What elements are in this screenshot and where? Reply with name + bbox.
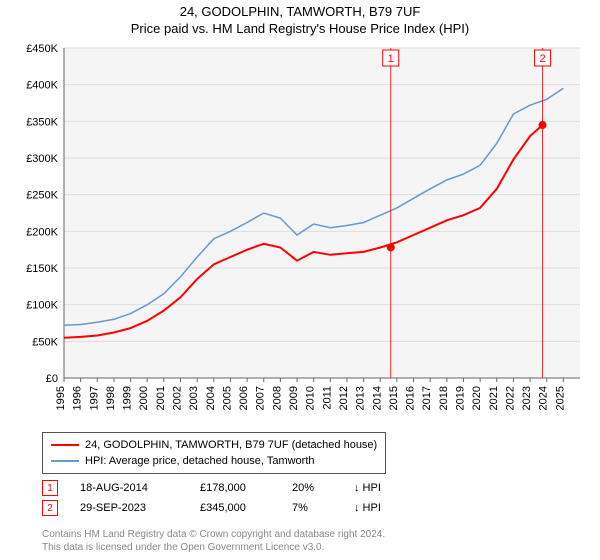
legend-row-hpi: HPI: Average price, detached house, Tamw… bbox=[51, 453, 377, 469]
svg-text:2015: 2015 bbox=[388, 386, 400, 410]
marker-badge-1: 1 bbox=[42, 480, 58, 496]
svg-text:1998: 1998 bbox=[105, 386, 117, 410]
svg-text:£200K: £200K bbox=[26, 226, 58, 238]
svg-text:2006: 2006 bbox=[238, 386, 250, 410]
svg-text:1997: 1997 bbox=[88, 386, 100, 410]
footer-line2: This data is licensed under the Open Gov… bbox=[42, 542, 385, 555]
marker-date-2: 29-SEP-2023 bbox=[80, 502, 200, 514]
svg-text:£300K: £300K bbox=[26, 153, 58, 165]
svg-text:2012: 2012 bbox=[338, 386, 350, 410]
chart-svg: £0 £50K £100K £150K £200K £250K £300K £350K £400… bbox=[12, 42, 588, 422]
svg-text:2011: 2011 bbox=[321, 386, 333, 410]
legend-row-property: 24, GODOLPHIN, TAMWORTH, B79 7UF (detach… bbox=[51, 437, 377, 453]
svg-text:£0: £0 bbox=[46, 373, 58, 385]
svg-text:2: 2 bbox=[539, 53, 545, 65]
svg-text:2008: 2008 bbox=[271, 386, 283, 410]
svg-text:2018: 2018 bbox=[438, 386, 450, 410]
svg-text:£50K: £50K bbox=[32, 336, 58, 348]
svg-text:1995: 1995 bbox=[55, 386, 67, 410]
svg-text:2025: 2025 bbox=[554, 386, 566, 410]
svg-text:£250K: £250K bbox=[26, 190, 58, 202]
legend-label-hpi: HPI: Average price, detached house, Tamw… bbox=[85, 455, 315, 467]
page-title-line2: Price paid vs. HM Land Registry's House … bbox=[0, 19, 600, 36]
price-chart: £0 £50K £100K £150K £200K £250K £300K £350K £400… bbox=[12, 42, 588, 422]
svg-text:£150K: £150K bbox=[26, 263, 58, 275]
svg-text:2005: 2005 bbox=[221, 386, 233, 410]
svg-text:1999: 1999 bbox=[122, 386, 134, 410]
page-title-line1: 24, GODOLPHIN, TAMWORTH, B79 7UF bbox=[0, 0, 600, 19]
svg-text:2021: 2021 bbox=[488, 386, 500, 410]
svg-text:£400K: £400K bbox=[26, 80, 58, 92]
footer-line1: Contains HM Land Registry data © Crown c… bbox=[42, 529, 385, 542]
marker-price-2: £345,000 bbox=[200, 502, 292, 514]
svg-text:2002: 2002 bbox=[172, 386, 184, 410]
svg-text:2024: 2024 bbox=[538, 386, 550, 410]
marker-rel-1: ↓ HPI bbox=[354, 482, 381, 494]
svg-text:2017: 2017 bbox=[421, 386, 433, 410]
svg-text:£100K: £100K bbox=[26, 300, 58, 312]
marker-badge-2: 2 bbox=[42, 500, 58, 516]
svg-text:2001: 2001 bbox=[155, 386, 167, 410]
marker-pct-2: 7% bbox=[292, 502, 354, 514]
svg-text:£350K: £350K bbox=[26, 116, 58, 128]
svg-text:2007: 2007 bbox=[255, 386, 267, 410]
svg-text:2020: 2020 bbox=[471, 386, 483, 410]
marker-rel-2: ↓ HPI bbox=[354, 502, 381, 514]
svg-text:2013: 2013 bbox=[355, 386, 367, 410]
svg-text:2000: 2000 bbox=[138, 386, 150, 410]
svg-text:2016: 2016 bbox=[405, 386, 417, 410]
marker-row-2: 2 29-SEP-2023 £345,000 7% ↓ HPI bbox=[42, 498, 381, 518]
marker-date-1: 18-AUG-2014 bbox=[80, 482, 200, 494]
svg-text:2022: 2022 bbox=[504, 386, 516, 410]
svg-text:2004: 2004 bbox=[205, 386, 217, 410]
svg-text:1: 1 bbox=[388, 53, 394, 65]
legend-swatch-property bbox=[51, 444, 79, 446]
footer: Contains HM Land Registry data © Crown c… bbox=[42, 529, 385, 554]
marker-row-1: 1 18-AUG-2014 £178,000 20% ↓ HPI bbox=[42, 478, 381, 498]
marker-table: 1 18-AUG-2014 £178,000 20% ↓ HPI 2 29-SE… bbox=[42, 478, 381, 518]
legend: 24, GODOLPHIN, TAMWORTH, B79 7UF (detach… bbox=[42, 432, 386, 474]
svg-text:2003: 2003 bbox=[188, 386, 200, 410]
svg-text:2010: 2010 bbox=[305, 386, 317, 410]
svg-text:2019: 2019 bbox=[454, 386, 466, 410]
svg-text:2023: 2023 bbox=[521, 386, 533, 410]
legend-label-property: 24, GODOLPHIN, TAMWORTH, B79 7UF (detach… bbox=[85, 439, 377, 451]
svg-text:1996: 1996 bbox=[72, 386, 84, 410]
svg-text:2014: 2014 bbox=[371, 386, 383, 410]
legend-swatch-hpi bbox=[51, 460, 79, 462]
marker-price-1: £178,000 bbox=[200, 482, 292, 494]
svg-text:£450K: £450K bbox=[26, 43, 58, 55]
marker-pct-1: 20% bbox=[292, 482, 354, 494]
svg-text:2009: 2009 bbox=[288, 386, 300, 410]
